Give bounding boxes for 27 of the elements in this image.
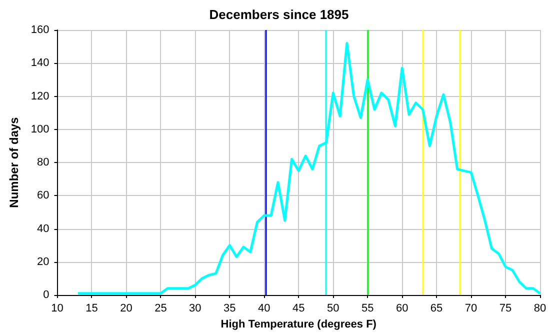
y-tick-label: 140	[30, 57, 50, 70]
x-tick-label: 45	[292, 302, 305, 314]
x-tick-label: 50	[326, 302, 340, 314]
y-tick-label: 20	[37, 256, 50, 268]
y-tick-label: 40	[37, 222, 50, 235]
x-axis-title: High Temperature (degrees F)	[220, 318, 377, 330]
x-tick-label: 30	[189, 302, 202, 314]
y-tick-label: 0	[43, 289, 50, 301]
y-tick-label: 60	[37, 190, 50, 202]
x-tick-label: 70	[464, 302, 478, 314]
x-tick-label: 55	[361, 302, 374, 314]
y-tick-label: 80	[37, 156, 50, 168]
x-tick-label: 35	[224, 302, 236, 314]
x-tick-label: 75	[499, 302, 512, 314]
x-tick-label: 20	[120, 302, 132, 314]
x-tick-label: 65	[430, 302, 443, 314]
x-tick-label: 25	[154, 302, 167, 314]
x-tick-label: 80	[534, 302, 546, 314]
y-tick-label: 160	[30, 24, 50, 36]
y-axis-title: Number of days	[7, 116, 21, 208]
y-tick-label: 120	[30, 90, 50, 102]
x-tick-label: 60	[396, 302, 408, 314]
chart-title: Decembers since 1895	[209, 7, 349, 22]
y-tick-label: 100	[30, 123, 50, 136]
x-tick-label: 40	[258, 302, 270, 314]
x-tick-label: 10	[51, 302, 64, 314]
x-tick-label: 15	[86, 302, 98, 314]
